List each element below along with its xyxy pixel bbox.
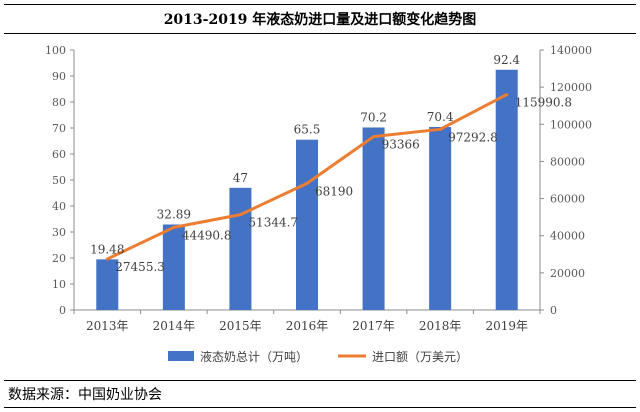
bar-value-label: 70.2 xyxy=(360,110,387,124)
chart-title: 2013-2019 年液态奶进口量及进口额变化趋势图 xyxy=(163,12,477,28)
right-tick-label: 120000 xyxy=(550,81,592,94)
left-tick-label: 30 xyxy=(52,226,66,239)
chart-svg: 0 10 20 30 40 50 60 70 80 90 100 0 20000 40000 60000 80… xyxy=(45,44,592,364)
left-tick-label: 20 xyxy=(52,252,66,265)
bar xyxy=(495,69,518,310)
line-point xyxy=(372,135,376,139)
left-tick-label: 90 xyxy=(52,70,66,83)
line-point xyxy=(505,93,509,97)
line-point xyxy=(238,213,242,217)
legend-bar-label: 液态奶总计（万吨） xyxy=(200,349,308,364)
left-tick-label: 50 xyxy=(52,174,66,187)
left-tick-label: 70 xyxy=(52,122,66,135)
chart-title-bar: 2013-2019 年液态奶进口量及进口额变化趋势图 xyxy=(4,4,636,34)
bar-value-label: 19.48 xyxy=(90,242,124,256)
source-bar: 数据来源：中国奶业协会 xyxy=(4,380,636,408)
line-point xyxy=(438,127,442,131)
bar xyxy=(429,126,452,311)
left-tick-label: 10 xyxy=(52,278,66,291)
x-tick-label: 2013年 xyxy=(86,319,129,333)
x-tick-label: 2019年 xyxy=(485,319,528,333)
line-value-label: 93366 xyxy=(382,138,420,152)
x-tick-label: 2018年 xyxy=(419,319,462,333)
bar-value-label: 70.4 xyxy=(427,110,454,124)
line-value-label: 68190 xyxy=(315,184,353,198)
right-tick-label: 40000 xyxy=(550,230,585,243)
right-tick-label: 80000 xyxy=(550,155,585,168)
line-point xyxy=(305,181,309,185)
line-value-label: 44490.8 xyxy=(182,228,232,242)
line-point xyxy=(172,225,176,229)
line-value-label: 115990.8 xyxy=(515,96,572,110)
left-tick-label: 60 xyxy=(52,148,66,161)
bar xyxy=(162,224,185,310)
bar-value-label: 32.89 xyxy=(157,207,191,221)
x-tick-label: 2015年 xyxy=(219,319,262,333)
bar-value-label: 47 xyxy=(233,171,248,185)
right-tick-label: 20000 xyxy=(550,267,585,280)
right-tick-label: 0 xyxy=(550,304,557,317)
right-tick-label: 60000 xyxy=(550,193,585,206)
line-value-label: 97292.8 xyxy=(448,130,498,144)
x-tick-label: 2014年 xyxy=(153,319,196,333)
x-tick-label: 2016年 xyxy=(286,319,329,333)
source-note: 数据来源：中国奶业协会 xyxy=(8,387,162,403)
right-tick-label: 100000 xyxy=(550,118,592,131)
line-value-label: 27455.3 xyxy=(115,260,165,274)
left-tick-label: 100 xyxy=(45,44,66,57)
line-point xyxy=(105,257,109,261)
bar-value-label: 92.4 xyxy=(493,53,520,67)
bar xyxy=(296,139,318,310)
line-value-label: 51344.7 xyxy=(248,216,298,230)
bar xyxy=(362,127,385,310)
left-tick-label: 40 xyxy=(52,200,66,213)
x-tick-label: 2017年 xyxy=(352,319,395,333)
left-tick-label: 0 xyxy=(59,304,66,317)
bar xyxy=(96,259,119,310)
legend-line-label: 进口额（万美元） xyxy=(372,350,468,364)
legend-bar-swatch xyxy=(168,351,194,361)
left-tick-label: 80 xyxy=(52,96,66,109)
right-tick-label: 140000 xyxy=(550,44,592,57)
bar xyxy=(229,187,252,310)
bar-value-label: 65.5 xyxy=(294,123,321,137)
